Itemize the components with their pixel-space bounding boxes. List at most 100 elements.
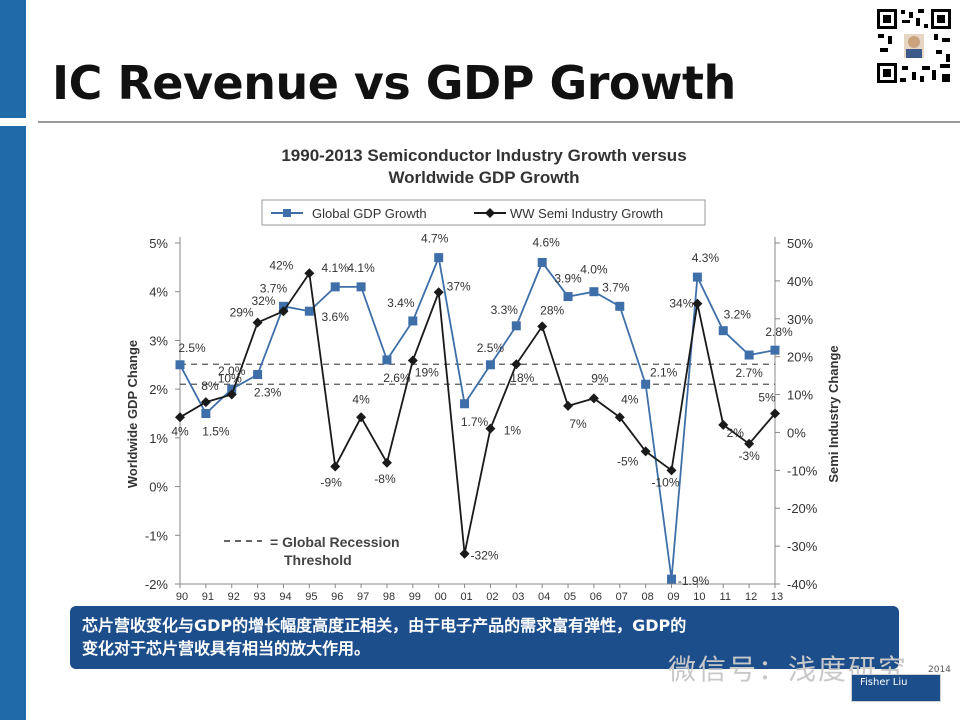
semi-point xyxy=(485,423,496,434)
semi-data-label: 37% xyxy=(447,279,471,293)
gdp-point xyxy=(227,384,237,394)
semi-data-label: 1% xyxy=(504,424,522,438)
semi-point xyxy=(304,268,315,279)
semi-point xyxy=(381,457,392,468)
gdp-point xyxy=(770,345,780,355)
x-tick-label: 06 xyxy=(590,591,602,603)
semi-data-label: -32% xyxy=(471,549,499,563)
x-tick-label: 05 xyxy=(564,591,576,603)
semi-point xyxy=(278,306,289,317)
x-tick-label: 94 xyxy=(279,591,291,603)
semi-data-label: 10% xyxy=(218,372,242,386)
x-tick-label: 98 xyxy=(383,591,395,603)
summary-banner: 芯片营收变化与GDP的增长幅度高度正相关，由于电子产品的需求富有弹性，GDP的 … xyxy=(70,606,899,669)
y2-tick-label: -30% xyxy=(787,539,818,554)
gdp-point xyxy=(201,409,211,418)
x-tick-label: 13 xyxy=(771,591,783,603)
gdp-data-label: 4.0% xyxy=(580,263,608,277)
y2-tick-label: 10% xyxy=(787,388,813,403)
y2-axis-title: Semi Industry Change xyxy=(826,345,841,482)
semi-point xyxy=(459,548,470,559)
semi-data-label: 9% xyxy=(591,371,609,385)
slide-title: IC Revenue vs GDP Growth xyxy=(52,56,736,110)
legend-square-marker xyxy=(283,209,291,217)
gdp-data-label: 4.3% xyxy=(692,251,720,265)
y2-tick-label: 40% xyxy=(787,274,813,289)
chart-title-line-1: 1990-2013 Semiconductor Industry Growth … xyxy=(281,146,686,165)
semi-line xyxy=(179,270,776,554)
semi-data-label: 5% xyxy=(758,391,776,405)
gdp-point xyxy=(382,355,392,365)
gdp-point xyxy=(641,379,651,389)
x-tick-label: 08 xyxy=(642,591,654,603)
semi-point xyxy=(407,355,418,366)
threshold-label-line-2: Threshold xyxy=(284,552,352,568)
legend-label-gdp: Global GDP Growth xyxy=(312,206,427,221)
y2-tick-label: -10% xyxy=(787,463,818,478)
threshold-legend: = Global Recession Threshold xyxy=(224,534,400,568)
x-tick-label: 96 xyxy=(331,591,343,603)
y-axis-title: Worldwide GDP Change xyxy=(125,340,140,488)
semi-point xyxy=(433,287,444,298)
chart-title-line-2: Worldwide GDP Growth xyxy=(388,168,579,187)
y2-tick-label: 0% xyxy=(787,425,806,440)
semi-data-label: 19% xyxy=(415,365,439,379)
gdp-point xyxy=(356,282,366,292)
y-tick-label: 1% xyxy=(149,431,168,446)
gdp-point xyxy=(537,257,547,267)
x-tick-label: 09 xyxy=(667,591,679,603)
gdp-data-label: 3.2% xyxy=(724,308,752,322)
gdp-data-label: 2.5% xyxy=(477,341,505,355)
gdp-point xyxy=(589,287,599,297)
semi-data-label: 8% xyxy=(201,379,219,393)
semi-point xyxy=(252,317,263,328)
gdp-data-label: 2.0% xyxy=(218,364,246,378)
gdp-line xyxy=(179,254,776,580)
legend-diamond-marker xyxy=(485,208,495,218)
semi-point xyxy=(356,412,367,423)
y2-tick-label: -40% xyxy=(787,577,818,592)
gdp-data-label: 2.6% xyxy=(383,371,411,385)
watermark-year: 2014 xyxy=(928,665,951,675)
gdp-point xyxy=(175,360,185,370)
gdp-point xyxy=(434,253,444,263)
gdp-data-label: 3.7% xyxy=(602,280,630,294)
gdp-data-label: -1.9% xyxy=(678,574,710,588)
y2-tick-label: 30% xyxy=(787,312,813,327)
x-tick-label: 04 xyxy=(538,591,550,603)
semi-data-label: -10% xyxy=(652,475,680,489)
gdp-point xyxy=(511,321,521,331)
x-tick-label: 01 xyxy=(460,591,472,603)
x-tick-label: 02 xyxy=(486,591,498,603)
semi-data-label: 7% xyxy=(569,417,587,431)
x-tick-label: 03 xyxy=(512,591,524,603)
gdp-point xyxy=(304,306,314,316)
x-tick-label: 93 xyxy=(253,591,265,603)
gdp-data-label: 4.1% xyxy=(322,261,350,275)
x-tick-label: 99 xyxy=(409,591,421,603)
y2-tick-label: 20% xyxy=(787,350,813,365)
semi-point xyxy=(718,419,729,430)
gdp-point xyxy=(330,282,340,292)
x-tick-label: 10 xyxy=(693,591,705,603)
semi-data-label: 29% xyxy=(230,306,254,320)
x-tick-label: 92 xyxy=(228,591,240,603)
legend: Global GDP Growth WW Semi Industry Growt… xyxy=(261,199,706,226)
semi-point xyxy=(614,412,625,423)
semi-point xyxy=(200,397,211,408)
semi-point xyxy=(563,400,574,411)
gdp-data-label: 3.9% xyxy=(554,272,582,286)
semi-point xyxy=(537,321,548,332)
gdp-data-label: 2.8% xyxy=(765,325,793,339)
banner-line-1: 芯片营收变化与GDP的增长幅度高度正相关，由于电子产品的需求富有弹性，GDP的 xyxy=(82,616,687,635)
semi-data-label: 2% xyxy=(727,426,745,440)
gdp-point xyxy=(692,272,702,282)
gdp-data-label: 1.5% xyxy=(202,425,230,439)
semi-data-label: -9% xyxy=(321,476,343,490)
semi-point xyxy=(770,408,780,419)
y-tick-label: 0% xyxy=(149,480,168,495)
semi-point xyxy=(640,446,651,457)
qr-code-icon xyxy=(874,6,954,86)
semi-point xyxy=(226,389,237,400)
